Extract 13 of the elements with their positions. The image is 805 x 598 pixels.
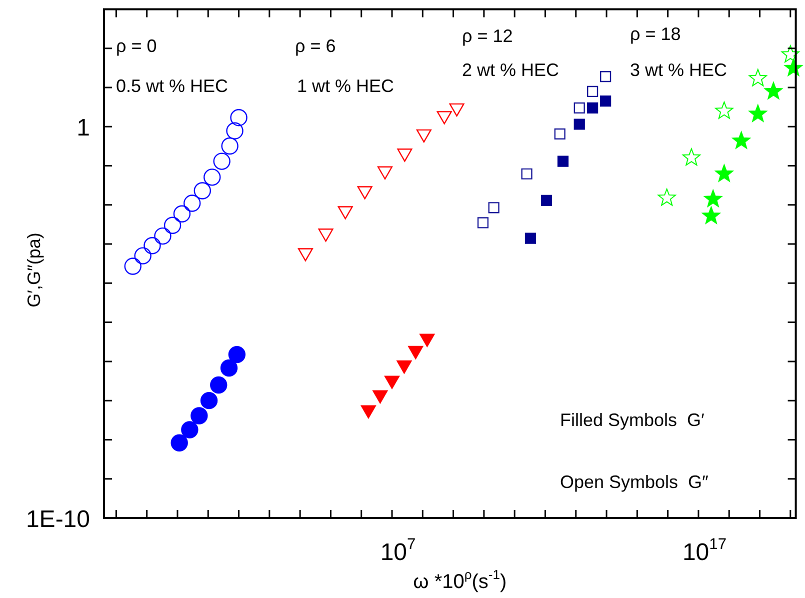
- annotation: 0.5 wt % HEC: [116, 76, 228, 96]
- annotation: 1 wt % HEC: [297, 76, 394, 96]
- y-tick-label: 1: [76, 114, 90, 142]
- annotation: Open Symbols G″: [560, 472, 710, 492]
- annotation: 3 wt % HEC: [630, 60, 728, 80]
- y-tick-label: 1E-10: [26, 506, 90, 533]
- annotation: 2 wt % HEC: [462, 60, 560, 80]
- annotation: ρ = 0: [116, 36, 157, 56]
- annotation: ρ = 6: [295, 36, 336, 56]
- y-axis-title: G′,G″(pa): [24, 232, 44, 308]
- annotation: ρ = 12: [462, 26, 513, 46]
- annotation: Filled Symbols G′: [560, 410, 706, 430]
- annotation: ρ = 18: [630, 24, 681, 44]
